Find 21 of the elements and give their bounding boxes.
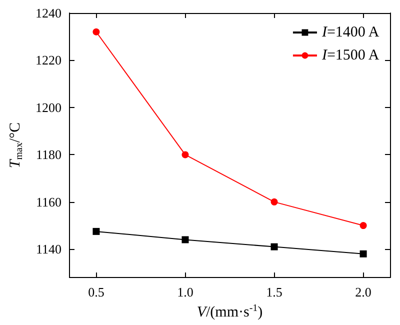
y-tick-label: 1220 [36, 52, 62, 68]
y-tick-label: 1140 [36, 242, 62, 257]
x-tick-label: 0.5 [88, 284, 104, 300]
x-tick-label: 2.0 [355, 284, 372, 300]
point [360, 250, 367, 258]
y-tick-label: 1200 [36, 100, 62, 115]
x-tick-label: 1.5 [266, 284, 282, 300]
y-tick-label: 1240 [36, 6, 62, 20]
point [270, 198, 278, 206]
point [360, 222, 367, 230]
y-axis-title: Tmax/°C [8, 122, 25, 168]
legend-label: I=1500 A [320, 48, 380, 64]
x-tick-label: 1.0 [177, 284, 194, 300]
y-tick-label: 1160 [36, 194, 62, 210]
legend-label: I=1400 A [320, 24, 380, 40]
y-tick-label: 1180 [36, 147, 62, 162]
point [92, 228, 100, 235]
point [182, 151, 189, 158]
point [270, 243, 278, 250]
point [92, 28, 100, 36]
point [182, 236, 189, 244]
